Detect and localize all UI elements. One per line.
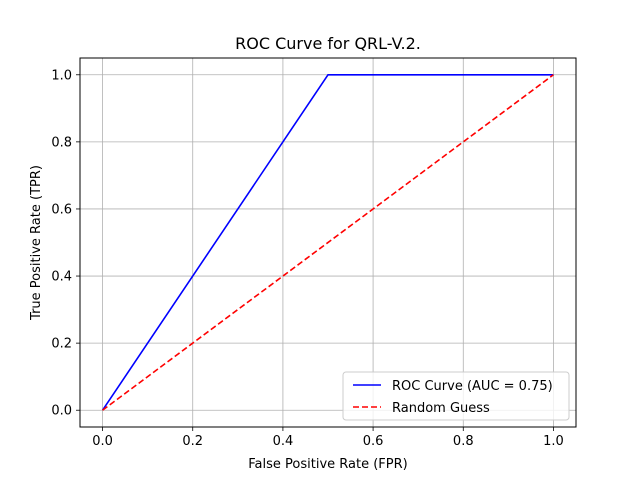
y-axis-label: True Positive Rate (TPR) — [29, 165, 44, 321]
y-tick-label: 0.2 — [51, 337, 72, 352]
axis-ticks: 0.0 0.2 0.4 0.6 0.8 1.0 0.0 0.2 0.4 0.6 0.8 1.0 — [51, 68, 563, 449]
series-line-roc-curve-auc-0-75 — [101, 73, 554, 411]
x-tick-label: 0.6 — [363, 434, 384, 449]
series-lines — [101, 73, 554, 411]
x-axis-label: False Positive Rate (FPR) — [248, 457, 407, 472]
chart-title: ROC Curve for QRL-V.2. — [235, 34, 421, 53]
y-tick-label: 0.0 — [51, 404, 72, 419]
plot-frame — [79, 57, 577, 428]
y-tick-label: 0.8 — [51, 135, 72, 150]
x-tick-label: 0.8 — [453, 434, 474, 449]
x-tick-label: 0.4 — [273, 434, 294, 449]
series-line-random-guess — [102, 74, 554, 411]
y-tick-label: 1.0 — [51, 68, 72, 83]
grid — [80, 58, 576, 427]
legend-random-guess-label: Random Guess — [392, 401, 490, 416]
x-tick-label: 0.2 — [182, 434, 203, 449]
y-tick-label: 0.6 — [51, 202, 72, 217]
y-tick-label: 0.4 — [51, 270, 72, 285]
x-tick-label: 1.0 — [543, 434, 564, 449]
legend: ROC Curve (AUC = 0.75) Random Guess — [342, 371, 570, 421]
legend-box — [342, 371, 570, 421]
legend-roc-curve-label: ROC Curve (AUC = 0.75) — [392, 379, 553, 394]
x-tick-label: 0.0 — [92, 434, 113, 449]
